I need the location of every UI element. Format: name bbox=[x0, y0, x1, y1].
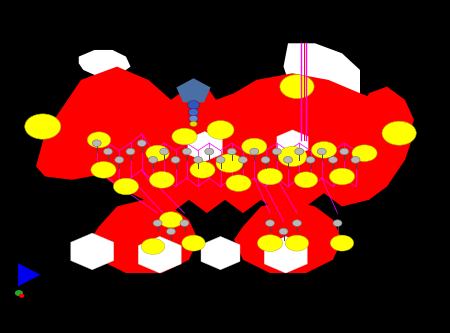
Ellipse shape bbox=[329, 168, 355, 185]
Ellipse shape bbox=[190, 162, 215, 178]
Circle shape bbox=[115, 157, 124, 163]
Circle shape bbox=[180, 220, 189, 226]
Ellipse shape bbox=[141, 238, 165, 254]
Polygon shape bbox=[138, 236, 181, 273]
Ellipse shape bbox=[149, 171, 175, 188]
Circle shape bbox=[328, 157, 338, 163]
Circle shape bbox=[160, 148, 169, 155]
Circle shape bbox=[261, 157, 270, 163]
Circle shape bbox=[171, 157, 180, 163]
Polygon shape bbox=[18, 263, 40, 286]
Ellipse shape bbox=[382, 121, 416, 145]
Circle shape bbox=[272, 148, 281, 155]
Ellipse shape bbox=[113, 178, 139, 195]
Circle shape bbox=[189, 115, 198, 122]
Ellipse shape bbox=[159, 212, 183, 228]
Circle shape bbox=[148, 157, 157, 163]
Circle shape bbox=[266, 220, 274, 226]
Ellipse shape bbox=[182, 235, 205, 251]
Polygon shape bbox=[79, 50, 130, 77]
Polygon shape bbox=[90, 200, 198, 273]
Circle shape bbox=[333, 220, 342, 226]
Circle shape bbox=[92, 140, 101, 147]
Circle shape bbox=[15, 290, 23, 296]
Circle shape bbox=[295, 148, 304, 155]
Ellipse shape bbox=[91, 162, 116, 178]
Polygon shape bbox=[264, 236, 307, 273]
Circle shape bbox=[227, 148, 236, 155]
Ellipse shape bbox=[226, 175, 251, 191]
Circle shape bbox=[189, 109, 198, 116]
Polygon shape bbox=[234, 200, 342, 273]
Circle shape bbox=[137, 140, 146, 147]
Circle shape bbox=[250, 148, 259, 155]
Circle shape bbox=[205, 148, 214, 155]
Polygon shape bbox=[36, 93, 144, 180]
Ellipse shape bbox=[280, 75, 314, 99]
Circle shape bbox=[153, 220, 162, 226]
Ellipse shape bbox=[216, 154, 243, 172]
Polygon shape bbox=[58, 67, 414, 213]
Polygon shape bbox=[284, 43, 360, 100]
Ellipse shape bbox=[352, 145, 377, 162]
Circle shape bbox=[351, 157, 360, 163]
Ellipse shape bbox=[257, 235, 283, 251]
Ellipse shape bbox=[294, 172, 318, 188]
Ellipse shape bbox=[146, 145, 169, 161]
Circle shape bbox=[182, 148, 191, 155]
Circle shape bbox=[188, 101, 199, 109]
Polygon shape bbox=[187, 132, 222, 162]
Circle shape bbox=[340, 148, 349, 155]
Polygon shape bbox=[360, 87, 414, 200]
Ellipse shape bbox=[242, 138, 267, 155]
Ellipse shape bbox=[207, 121, 234, 139]
Circle shape bbox=[126, 148, 135, 155]
Circle shape bbox=[190, 121, 197, 127]
Circle shape bbox=[279, 228, 288, 235]
Circle shape bbox=[216, 157, 225, 163]
Circle shape bbox=[292, 220, 302, 226]
Ellipse shape bbox=[285, 235, 309, 251]
Ellipse shape bbox=[311, 142, 337, 158]
Circle shape bbox=[166, 228, 176, 235]
Circle shape bbox=[317, 148, 326, 155]
Circle shape bbox=[306, 157, 315, 163]
Ellipse shape bbox=[25, 114, 61, 139]
Circle shape bbox=[238, 157, 248, 163]
Ellipse shape bbox=[278, 147, 307, 166]
Ellipse shape bbox=[257, 168, 283, 185]
Circle shape bbox=[284, 157, 292, 163]
Polygon shape bbox=[277, 130, 308, 157]
Ellipse shape bbox=[330, 235, 354, 251]
Circle shape bbox=[104, 148, 112, 155]
Ellipse shape bbox=[87, 132, 111, 148]
Polygon shape bbox=[176, 78, 211, 102]
Polygon shape bbox=[71, 233, 114, 270]
Circle shape bbox=[194, 157, 202, 163]
Ellipse shape bbox=[172, 128, 197, 145]
Circle shape bbox=[19, 294, 24, 298]
Polygon shape bbox=[201, 236, 240, 270]
